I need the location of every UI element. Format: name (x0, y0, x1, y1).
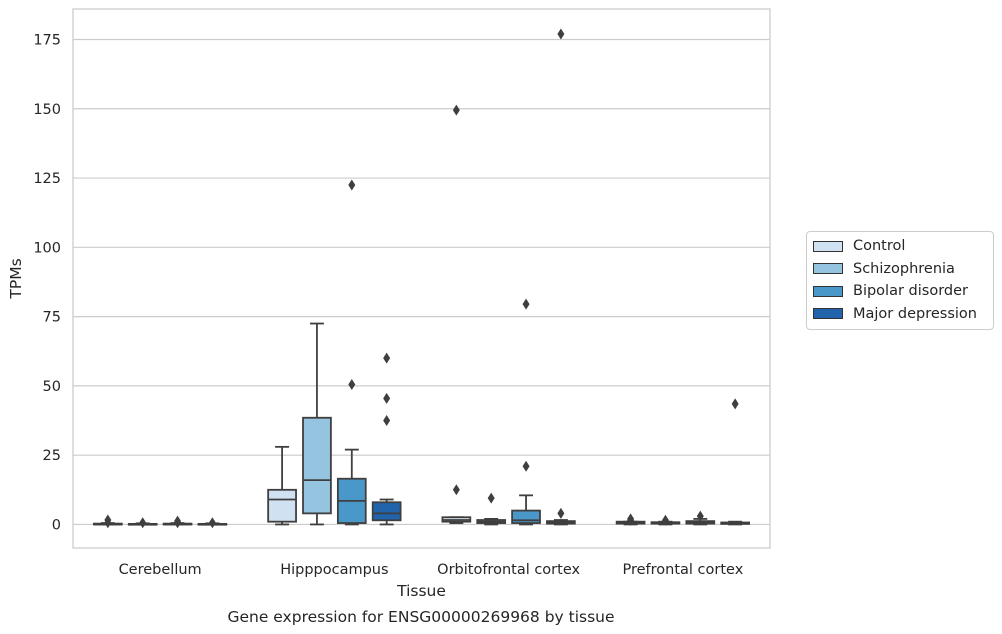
x-tick-label: Prefrontal cortex (622, 562, 743, 578)
y-tick-label: 175 (33, 32, 61, 48)
y-tick-label: 75 (43, 310, 61, 326)
outlier-point (487, 492, 495, 504)
legend-label: Bipolar disorder (853, 283, 968, 300)
legend-swatch (813, 285, 843, 297)
y-tick-label: 25 (43, 448, 61, 464)
box-series (93, 28, 750, 529)
legend-label: Schizophrenia (853, 260, 955, 277)
legend: Control Schizophrenia Bipolar disorder Majo… (806, 231, 994, 330)
outlier-point (348, 378, 356, 390)
outlier-point (139, 517, 147, 529)
series-bipolar-disorder (162, 179, 716, 529)
legend-item: Major depression (807, 303, 993, 326)
legend-label: Control (853, 238, 906, 255)
legend-swatch (813, 308, 843, 320)
y-tick-label: 150 (33, 102, 61, 118)
legend-swatch (813, 240, 843, 252)
outlier-point (383, 392, 391, 404)
outlier-point (627, 513, 635, 525)
y-tick-labels: 0 25 50 75 100 125 150 175 (33, 32, 61, 533)
legend-item: Control (807, 235, 993, 258)
box (302, 416, 332, 515)
outlier-point (174, 515, 182, 527)
y-tick-label: 125 (33, 171, 61, 187)
x-tick-label: Cerebellum (119, 562, 202, 578)
box (371, 501, 402, 522)
x-tick-labels: Cerebellum Hipppocampus Orbitofrontal cort… (119, 562, 744, 578)
outlier-point (557, 507, 565, 519)
legend-label: Major depression (853, 305, 977, 322)
outlier-point (557, 28, 565, 40)
legend-item: Bipolar disorder (807, 280, 993, 303)
grid-lines (73, 38, 770, 526)
y-tick-label: 50 (43, 379, 61, 395)
outlier-point (452, 104, 460, 116)
x-tick-label: Orbitofrontal cortex (437, 562, 580, 578)
outlier-point (383, 352, 391, 364)
series-schizophrenia (127, 322, 681, 529)
legend-swatch (813, 263, 843, 275)
legend-item: Schizophrenia (807, 258, 993, 281)
box (267, 488, 297, 523)
series-control (93, 104, 646, 529)
outlier-point (522, 460, 530, 472)
plot-frame (72, 8, 771, 549)
outlier-point (208, 517, 216, 529)
outlier-point (731, 398, 739, 410)
x-axis-label: Tissue (396, 582, 446, 600)
chart-title: Gene expression for ENSG00000269968 by t… (227, 608, 614, 626)
outlier-point (661, 514, 669, 526)
outlier-point (383, 415, 391, 427)
outlier-point (696, 510, 704, 522)
outlier-point (452, 484, 460, 496)
outlier-point (522, 298, 530, 310)
outlier-point (104, 514, 112, 526)
y-tick-label: 100 (33, 240, 61, 256)
x-tick-label: Hipppocampus (280, 562, 388, 578)
y-axis-label: TPMs (7, 258, 25, 299)
outlier-point (348, 179, 356, 191)
y-tick-label: 0 (52, 517, 61, 533)
box (511, 509, 541, 524)
series-major-depression (197, 28, 750, 529)
